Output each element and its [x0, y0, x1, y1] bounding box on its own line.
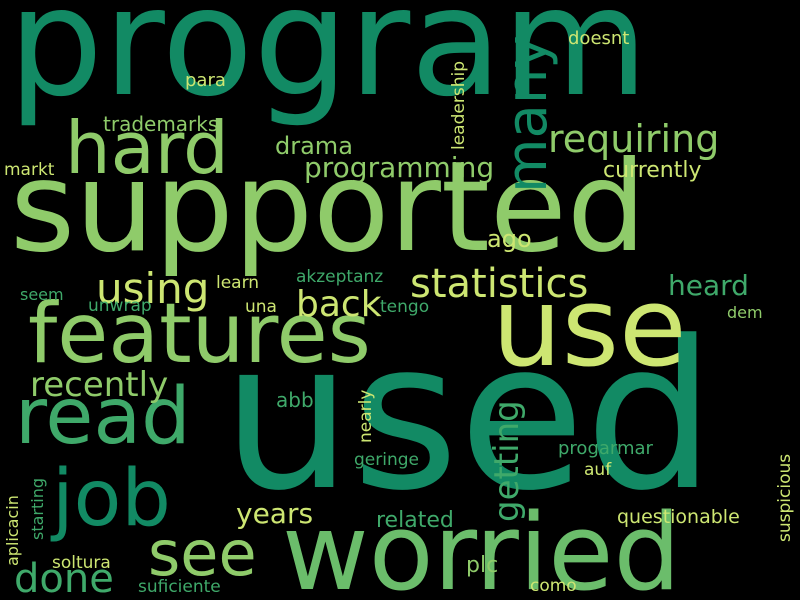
word-doesnt: doesnt	[568, 28, 630, 49]
word-questionable: questionable	[617, 506, 740, 528]
word-heard: heard	[668, 269, 749, 302]
word-drama: drama	[275, 132, 353, 160]
word-como: como	[530, 576, 577, 596]
word-learn: learn	[216, 273, 260, 293]
word-read: read	[15, 372, 191, 462]
word-aplicacin: aplicacin	[3, 495, 22, 566]
word-requiring: requiring	[548, 117, 720, 161]
word-akzeptanz: akzeptanz	[296, 267, 384, 287]
word-see: see	[148, 517, 257, 590]
word-program: program	[8, 0, 649, 130]
word-geringe: geringe	[354, 450, 419, 470]
word-hard: hard	[65, 106, 229, 190]
word-ago: ago	[487, 225, 532, 253]
word-suspicious: suspicious	[775, 453, 795, 542]
word-statistics: statistics	[410, 261, 589, 307]
word-currently: currently	[603, 158, 702, 183]
word-suficiente: suficiente	[138, 577, 221, 597]
word-many: many	[495, 35, 560, 194]
word-unwrap: unwrap	[88, 296, 152, 316]
word-supported: supported	[10, 135, 647, 280]
word-nearly: nearly	[356, 389, 376, 443]
word-leadership: leadership	[449, 61, 469, 150]
word-done: done	[14, 556, 114, 600]
word-auf: auf	[584, 460, 612, 480]
word-recently: recently	[30, 365, 169, 405]
word-features: features	[28, 285, 371, 382]
word-soltura: soltura	[52, 553, 111, 573]
word-worried: worried	[282, 491, 681, 600]
word-tengo: tengo	[380, 297, 430, 317]
word-para: para	[185, 70, 226, 91]
word-una: una	[245, 297, 277, 317]
word-abb: abb	[276, 388, 314, 412]
word-using: using	[96, 264, 210, 313]
word-used: used	[222, 298, 715, 536]
word-markt: markt	[4, 160, 55, 180]
word-plc: plc	[466, 553, 499, 578]
word-trademarks: trademarks	[103, 112, 219, 136]
word-job: job	[52, 454, 171, 544]
word-dem: dem	[727, 303, 763, 322]
word-related: related	[376, 508, 454, 533]
word-programming: programming	[304, 151, 495, 184]
word-progarmar: progarmar	[558, 438, 653, 459]
word-back: back	[296, 284, 382, 325]
word-years: years	[236, 497, 314, 530]
word-use: use	[492, 263, 687, 391]
word-getting: getting	[487, 400, 527, 522]
word-seem: seem	[20, 285, 64, 304]
word-starting: starting	[28, 477, 47, 540]
